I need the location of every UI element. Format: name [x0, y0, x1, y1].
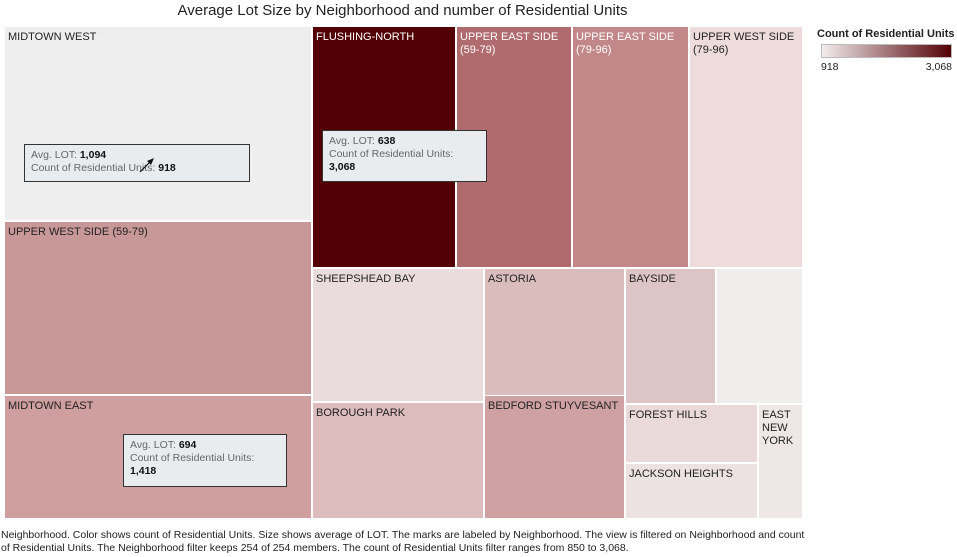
- legend-title: Count of Residential Units: [817, 28, 955, 40]
- treemap-tile[interactable]: UPPER WEST SIDE (79-96): [689, 26, 803, 268]
- treemap-tile[interactable]: [716, 268, 803, 404]
- treemap-tile[interactable]: FOREST HILLS: [625, 404, 758, 463]
- tile-label: MIDTOWN EAST: [8, 400, 94, 412]
- treemap-tile[interactable]: MIDTOWN WEST: [4, 26, 312, 221]
- tile-label: BEDFORD STUYVESANT: [488, 400, 619, 412]
- tile-label: UPPER WEST SIDE (79-96): [693, 31, 795, 56]
- tile-label: UPPER EAST SIDE (59-79): [460, 31, 559, 56]
- tile-label: MIDTOWN WEST: [8, 31, 97, 43]
- treemap-tile[interactable]: UPPER WEST SIDE (59-79): [4, 221, 312, 395]
- tile-label: BOROUGH PARK: [316, 407, 406, 419]
- tooltip-midtown-east: Avg. LOT: 694 Count of Residential Units…: [123, 434, 287, 487]
- tile-label: EAST NEW YORK: [762, 409, 794, 447]
- treemap: MIDTOWN WEST UPPER WEST SIDE (59-79) MIDTO…: [4, 26, 803, 519]
- tile-label: UPPER WEST SIDE (59-79): [8, 226, 148, 238]
- legend-max-label: 3,068: [925, 61, 952, 73]
- tooltip-flushing-north: Avg. LOT: 638 Count of Residential Units…: [322, 130, 487, 182]
- tile-label: UPPER EAST SIDE (79-96): [576, 31, 675, 56]
- tile-label: BAYSIDE: [629, 273, 676, 285]
- treemap-tile[interactable]: ASTORIA: [484, 268, 625, 402]
- treemap-tile[interactable]: SHEEPSHEAD BAY: [312, 268, 484, 402]
- legend-min-label: 918: [821, 61, 839, 73]
- arrow-icon: [139, 158, 154, 173]
- treemap-tile[interactable]: BEDFORD STUYVESANT: [484, 395, 625, 519]
- legend-color-ramp: [821, 44, 952, 58]
- treemap-tile[interactable]: BOROUGH PARK: [312, 402, 484, 519]
- chart-caption: Neighborhood. Color shows count of Resid…: [1, 529, 805, 554]
- tile-label: SHEEPSHEAD BAY: [316, 273, 416, 285]
- chart-title: Average Lot Size by Neighborhood and num…: [177, 2, 628, 19]
- tile-label: FLUSHING-NORTH: [316, 31, 415, 43]
- tile-label: FOREST HILLS: [629, 409, 708, 421]
- treemap-tile[interactable]: UPPER EAST SIDE (79-96): [572, 26, 689, 268]
- tile-label: ASTORIA: [488, 273, 537, 285]
- treemap-tile[interactable]: EAST NEW YORK: [758, 404, 803, 519]
- tile-label: JACKSON HEIGHTS: [629, 468, 733, 480]
- treemap-tile[interactable]: BAYSIDE: [625, 268, 716, 404]
- treemap-tile[interactable]: UPPER EAST SIDE (59-79): [456, 26, 572, 268]
- treemap-tile[interactable]: JACKSON HEIGHTS: [625, 463, 758, 519]
- tooltip-midtown-west: Avg. LOT: 1,094 Count of Residential Uni…: [24, 144, 250, 182]
